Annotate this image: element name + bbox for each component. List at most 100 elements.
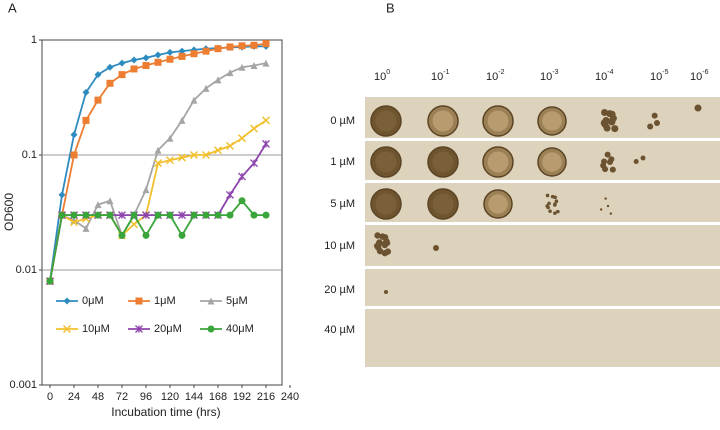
x-tick-label: 0 (47, 391, 53, 403)
data-point (262, 40, 270, 48)
data-point (190, 96, 198, 104)
legend-marker (62, 324, 72, 334)
column-base: 10 (595, 71, 607, 83)
colony-core (432, 110, 454, 132)
colony (433, 245, 439, 251)
data-point (154, 58, 162, 66)
colony (604, 197, 607, 200)
row-divider (365, 306, 720, 309)
colony (384, 290, 388, 294)
colony (547, 201, 551, 206)
data-point (82, 211, 90, 219)
column-base: 10 (486, 71, 498, 83)
colony (611, 125, 619, 133)
column-base: 10 (690, 71, 702, 83)
colony (601, 158, 608, 165)
data-point (118, 231, 126, 239)
data-point (190, 50, 198, 58)
data-point (58, 211, 66, 219)
data-point (165, 156, 175, 165)
data-point (201, 150, 211, 160)
data-point (94, 96, 102, 104)
x-tick-label: 48 (92, 391, 104, 403)
colony-core (375, 193, 397, 215)
data-point (178, 47, 186, 55)
x-tick-label: 168 (209, 391, 227, 403)
data-point (226, 43, 234, 51)
data-point (178, 52, 186, 60)
row-divider (365, 222, 720, 225)
column-label: 10-1 (431, 69, 450, 83)
data-point (238, 172, 246, 181)
data-point (153, 159, 163, 168)
data-point (178, 211, 186, 220)
data-point (238, 42, 246, 50)
legend-marker (135, 297, 143, 305)
data-point (238, 63, 246, 71)
data-point (94, 201, 102, 209)
data-point (202, 211, 210, 219)
row-label: 0 µM (330, 115, 355, 127)
x-tick-label: 216 (257, 391, 275, 403)
panel-label: B (386, 0, 395, 15)
data-point (177, 153, 187, 162)
data-point (106, 79, 114, 87)
data-point (94, 211, 102, 219)
data-point (70, 131, 78, 139)
colony (374, 232, 381, 239)
colony-core (432, 151, 454, 173)
data-point (237, 134, 247, 143)
column-label: 100 (374, 69, 390, 83)
legend-marker (135, 325, 143, 333)
data-point (70, 151, 78, 159)
legend-label: 0μM (82, 295, 104, 307)
series-line (49, 62, 267, 282)
data-point (238, 197, 246, 205)
colony (554, 199, 559, 204)
column-exponent: -2 (498, 69, 504, 76)
column-exponent: -4 (607, 69, 613, 76)
data-point (190, 211, 198, 219)
column-label: 10-2 (486, 69, 505, 83)
data-point (226, 69, 234, 77)
x-axis-label: Incubation time (hrs) (111, 405, 220, 419)
data-point (118, 71, 126, 79)
column-label: 10-4 (595, 69, 614, 83)
colony (381, 234, 389, 241)
x-tick-label: 240 (281, 391, 299, 403)
data-point (250, 211, 258, 219)
legend-label: 20μM (154, 323, 182, 335)
colony (602, 166, 609, 173)
series-line (49, 119, 267, 282)
column-exponent: -3 (552, 69, 558, 76)
colony (606, 204, 610, 208)
colony (381, 249, 389, 257)
row-label: 40 µM (324, 324, 355, 336)
data-point (69, 218, 79, 227)
colony (608, 110, 616, 118)
colony (604, 151, 611, 158)
data-point (226, 190, 234, 199)
colony (609, 166, 616, 173)
data-point (130, 211, 138, 219)
data-point (250, 62, 258, 70)
colony (553, 203, 557, 207)
data-point (130, 65, 138, 73)
colony (647, 123, 654, 130)
y-tick-label: 0.01 (16, 264, 37, 276)
colony (545, 204, 549, 208)
colony (376, 239, 383, 246)
column-base: 10 (431, 71, 443, 83)
column-base: 10 (374, 71, 386, 83)
colony (603, 124, 611, 132)
colony (608, 156, 615, 163)
row-label: 20 µM (324, 284, 355, 296)
data-point (142, 211, 150, 220)
colony (694, 104, 702, 112)
data-point (166, 134, 174, 142)
column-label: 10-5 (650, 69, 669, 83)
data-point (154, 146, 162, 154)
colony (553, 195, 557, 200)
legend-label: 1μM (154, 295, 176, 307)
